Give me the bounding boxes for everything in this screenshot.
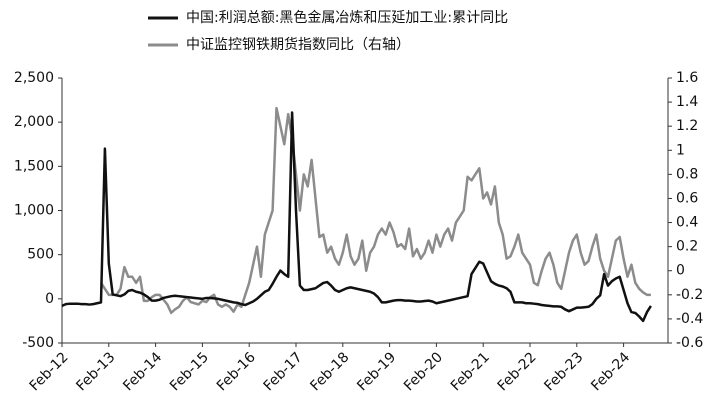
y2-tick-label: 0.4 [676, 215, 698, 231]
x-tick-label: Feb-13 [73, 349, 118, 394]
y2-tick-label: 1.6 [676, 70, 698, 86]
y2-tick-label: 1.2 [676, 118, 698, 134]
series-line [61, 111, 652, 323]
y-tick-label: 500 [27, 247, 54, 263]
y-tick-label: 1,000 [14, 203, 54, 219]
x-tick-label: Feb-19 [354, 349, 399, 394]
legend-label: 中证监控钢铁期货指数同比（右轴） [186, 36, 410, 53]
y2-tick-label: 0.2 [676, 239, 698, 255]
y-tick-label: 2,000 [14, 114, 54, 130]
x-tick-label: Feb-24 [588, 349, 633, 394]
x-tick-label: Feb-15 [167, 349, 212, 394]
y2-tick-label: -0.4 [676, 311, 703, 327]
legend-label: 中国:利润总额:黑色金属冶炼和压延加工业:累计同比 [186, 9, 508, 26]
x-tick-label: Feb-23 [541, 349, 586, 394]
y-tick-label: 1,500 [14, 158, 54, 174]
y2-tick-label: -0.2 [676, 287, 703, 303]
y2-tick-label: 1 [676, 142, 685, 158]
y2-tick-label: 0.6 [676, 190, 698, 206]
y-tick-label: 2,500 [14, 70, 54, 86]
y2-tick-label: 0 [676, 263, 685, 279]
x-tick-label: Feb-12 [27, 349, 72, 394]
y2-tick-label: 1.4 [676, 94, 698, 110]
y2-tick-label: -0.6 [676, 335, 703, 351]
x-tick-label: Feb-21 [448, 349, 493, 394]
x-tick-label: Feb-22 [495, 349, 540, 394]
x-tick-label: Feb-18 [307, 349, 352, 394]
y2-tick-label: 0.8 [676, 166, 698, 182]
x-tick-label: Feb-16 [214, 349, 259, 394]
y-tick-label: -500 [22, 335, 54, 351]
x-tick-label: Feb-17 [261, 349, 306, 394]
y-tick-label: 0 [45, 291, 54, 307]
x-tick-label: Feb-20 [401, 349, 446, 394]
series-line [99, 106, 651, 315]
x-tick-label: Feb-14 [120, 349, 165, 394]
